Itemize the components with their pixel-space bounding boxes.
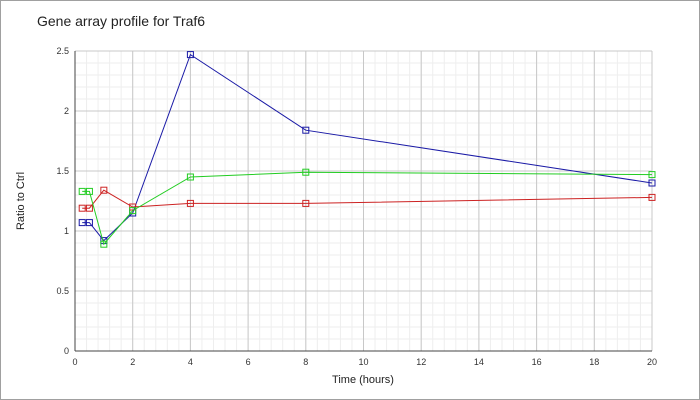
data-point	[100, 186, 108, 194]
data-point	[85, 187, 93, 195]
x-tick-label: 14	[474, 357, 484, 367]
x-tick-label: 8	[303, 357, 308, 367]
x-axis-label: Time (hours)	[332, 374, 394, 386]
data-point	[302, 126, 310, 134]
data-point	[85, 219, 93, 227]
x-tick-label: 20	[647, 357, 657, 367]
series-2	[78, 186, 656, 212]
chart-title: Gene array profile for Traf6	[37, 13, 206, 29]
data-point	[302, 168, 310, 176]
data-point	[186, 173, 194, 181]
y-tick-label: 1.5	[56, 166, 69, 176]
x-tick-label: 16	[532, 357, 542, 367]
series-line	[82, 53, 653, 242]
data-point	[186, 199, 194, 207]
x-tick-label: 2	[130, 357, 135, 367]
data-point	[186, 51, 194, 59]
data-point	[302, 199, 310, 207]
x-tick-label: 18	[589, 357, 599, 367]
x-tick-label: 12	[416, 357, 426, 367]
data-point	[78, 204, 86, 212]
y-tick-label: 0.5	[56, 286, 69, 296]
data-point	[648, 179, 656, 187]
y-tick-label: 1	[64, 226, 69, 236]
data-point	[648, 171, 656, 179]
series-line	[82, 171, 653, 246]
data-point	[129, 207, 137, 215]
series-3	[78, 168, 656, 248]
data-point	[100, 240, 108, 248]
data-point	[129, 203, 137, 211]
x-tick-label: 6	[246, 357, 251, 367]
y-tick-label: 2	[64, 106, 69, 116]
series-line	[82, 189, 653, 209]
series-1	[78, 51, 656, 245]
x-tick-label: 0	[72, 357, 77, 367]
data-point	[78, 187, 86, 195]
y-tick-label: 0	[64, 346, 69, 356]
y-tick-label: 2.5	[56, 46, 69, 56]
data-point	[78, 219, 86, 227]
data-point	[85, 204, 93, 212]
x-tick-label: 10	[358, 357, 368, 367]
x-tick-label: 4	[188, 357, 193, 367]
data-point	[648, 193, 656, 201]
